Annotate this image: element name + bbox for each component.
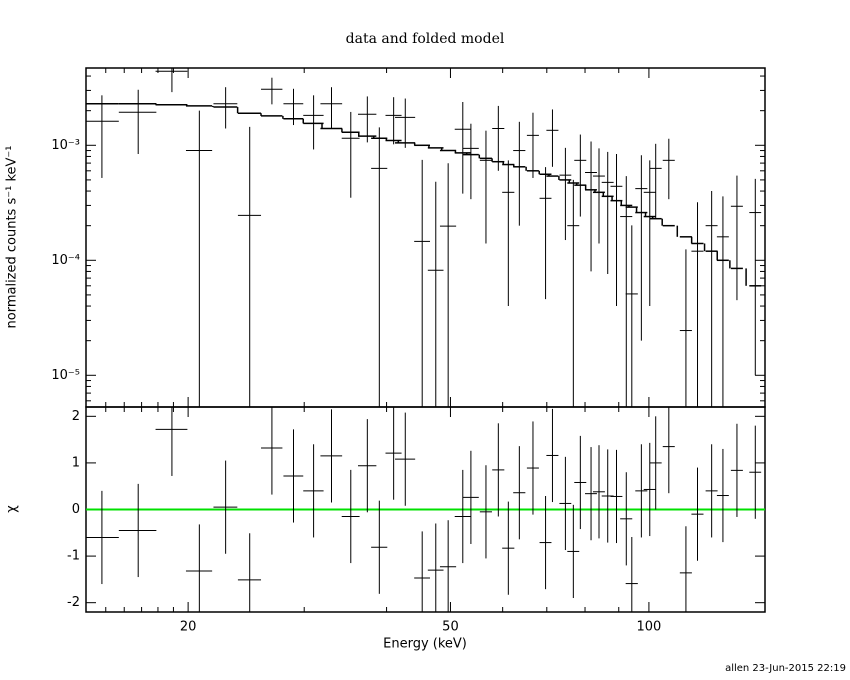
y-tick-label: -2 bbox=[67, 595, 80, 610]
plot-frame bbox=[85, 67, 766, 408]
x-tick-label: 100 bbox=[636, 620, 661, 635]
y-axis-label: χ bbox=[5, 505, 20, 513]
x-axis-label: Energy (keV) bbox=[383, 637, 467, 652]
plot-area bbox=[86, 68, 762, 407]
y-tick-label: -1 bbox=[67, 549, 80, 564]
x-tick-label: 50 bbox=[442, 620, 459, 635]
y-tick-label: 2 bbox=[72, 409, 80, 424]
plot-area bbox=[86, 407, 765, 612]
x-tick-label: 20 bbox=[180, 620, 197, 635]
y-axis-label: normalized counts s⁻¹ keV⁻¹ bbox=[5, 146, 20, 329]
y-tick-label: 10⁻³ bbox=[51, 138, 80, 153]
y-tick-label: 1 bbox=[72, 455, 80, 470]
chart-title: data and folded model bbox=[346, 31, 505, 47]
y-tick-label: 10⁻⁵ bbox=[51, 368, 80, 383]
footer: allen 23-Jun-2015 22:19 bbox=[725, 663, 846, 674]
y-tick-label: 0 bbox=[72, 502, 80, 517]
y-tick-label: 10⁻⁴ bbox=[51, 253, 80, 268]
